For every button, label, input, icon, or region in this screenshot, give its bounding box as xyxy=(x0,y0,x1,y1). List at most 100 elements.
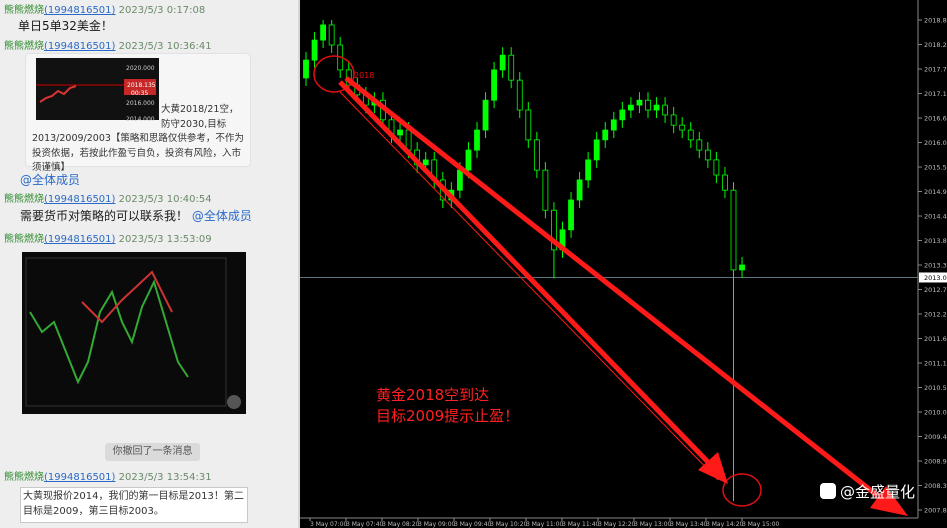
timestamp: 2023/5/3 13:53:09 xyxy=(118,234,212,245)
thumb-label: 2018.135 xyxy=(127,82,156,89)
candle-body xyxy=(328,24,335,46)
sender-name[interactable]: 熊熊燃烧 xyxy=(4,472,44,483)
chart-thumbnail[interactable]: 2020.000 2018.135 00:35 2016.000 2014.00… xyxy=(36,58,159,123)
annotation-label: 2018 xyxy=(354,71,374,80)
candle-body xyxy=(593,139,600,161)
sender-id[interactable]: (1994816501) xyxy=(44,472,116,483)
x-tick-label: 3 May 13:00 xyxy=(634,521,672,528)
sender-line: 熊熊燃烧(1994816501) 2023/5/3 13:53:09 xyxy=(4,230,212,245)
recall-notice: 你撤回了一条消息 xyxy=(105,443,200,461)
candle-body xyxy=(679,124,686,131)
timestamp: 2023/5/3 0:17:08 xyxy=(118,5,206,16)
y-tick-label: 2014.95 xyxy=(924,188,947,196)
candle-body xyxy=(645,99,651,111)
candle-body xyxy=(568,199,574,231)
sender-id[interactable]: (1994816501) xyxy=(44,194,116,205)
x-tick-label: 3 May 11:00 xyxy=(526,521,564,528)
chart-bg xyxy=(300,0,947,528)
candle-body xyxy=(687,129,694,141)
x-tick-label: 3 May 10:20 xyxy=(490,521,528,528)
price-tag xyxy=(124,79,156,95)
y-tick-label: 2010.55 xyxy=(924,384,947,392)
y-tick-label: 2011.65 xyxy=(924,335,947,343)
y-tick-label: 2008.35 xyxy=(924,482,947,490)
sender-id[interactable]: (1994816501) xyxy=(44,41,116,52)
price-chart: 2018 黄金2018空到达 目标2009提示止盈！ @金盛量化 2018.80… xyxy=(300,0,947,528)
candle-body xyxy=(482,99,489,131)
candle-body xyxy=(730,189,737,271)
y-tick-label: 2017.15 xyxy=(924,90,947,98)
x-tick-label: 3 May 07:40 xyxy=(346,521,384,528)
thumb-label: 2020.000 xyxy=(126,65,155,72)
y-tick-label: 2009.45 xyxy=(924,433,947,441)
current-price-tag xyxy=(919,272,947,283)
candle-body xyxy=(474,129,480,151)
message-body: 需要货币对策略的可以联系我！ xyxy=(20,209,189,223)
sender-line: 熊熊燃烧(1994816501) 2023/5/3 13:54:31 xyxy=(4,468,212,483)
sender-id[interactable]: (1994816501) xyxy=(44,5,116,16)
screenshot-frame xyxy=(25,257,227,407)
mention[interactable]: @全体成员 xyxy=(20,173,81,187)
timestamp: 2023/5/3 10:36:41 xyxy=(118,41,212,52)
y-tick-label: 2014.40 xyxy=(924,213,947,221)
candle-body xyxy=(303,59,309,79)
timestamp: 2023/5/3 13:54:31 xyxy=(118,472,212,483)
sender-line: 熊熊燃烧(1994816501) 2023/5/3 10:36:41 xyxy=(4,37,212,52)
candle-body xyxy=(636,99,643,106)
candle-body xyxy=(397,129,403,136)
zoom-button[interactable] xyxy=(227,395,241,409)
candle-body xyxy=(602,129,609,141)
candle-body xyxy=(739,264,745,271)
candle-body xyxy=(713,159,720,176)
annotation-text: 黄金2018空到达 xyxy=(376,386,489,404)
y-tick-label: 2010.00 xyxy=(924,408,947,416)
y-tick-label: 2013.30 xyxy=(924,262,947,270)
sender-name[interactable]: 熊熊燃烧 xyxy=(4,5,44,16)
candle-body xyxy=(722,174,728,191)
message-text: 需要货币对策略的可以联系我！ @全体成员 xyxy=(20,207,252,224)
message-text: 单日5单32美金！ xyxy=(18,19,113,33)
thumb-label: 2016.000 xyxy=(126,100,155,107)
candle-body xyxy=(499,54,506,71)
candle-body xyxy=(585,159,592,181)
candle-body xyxy=(311,39,318,61)
candle-body xyxy=(456,169,463,191)
x-tick-label: 3 May 15:00 xyxy=(742,521,780,528)
target-circle xyxy=(722,473,762,507)
arrow-head xyxy=(698,452,728,484)
candle-body xyxy=(542,169,549,211)
y-tick-label: 2018.25 xyxy=(924,41,947,49)
x-tick-label: 3 May 08:20 xyxy=(382,521,420,528)
x-tick-label: 3 May 12:20 xyxy=(598,521,636,528)
candle-body xyxy=(662,104,669,116)
candle-body xyxy=(320,24,327,41)
message-card[interactable]: 2020.000 2018.135 00:35 2016.000 2014.00… xyxy=(25,53,251,173)
candle-body xyxy=(551,209,557,251)
y-tick-label: 2017.70 xyxy=(924,66,947,74)
y-tick-label: 2016.05 xyxy=(924,139,947,147)
y-tick-label: 2012.75 xyxy=(924,286,947,294)
y-tick-label: 2008.90 xyxy=(924,457,947,465)
x-tick-label: 3 May 09:00 xyxy=(418,521,456,528)
y-tick-label: 2012.20 xyxy=(924,311,947,319)
sender-name[interactable]: 熊熊燃烧 xyxy=(4,194,44,205)
candle-body xyxy=(619,109,626,121)
candle-body xyxy=(627,104,634,111)
chart-screenshot[interactable] xyxy=(22,252,246,414)
message-input[interactable]: 大黄现报价2014，我们的第一目标是2013！第二目标是2009，第三目标200… xyxy=(20,487,248,523)
x-tick-label: 3 May 14:20 xyxy=(706,521,744,528)
price-trace xyxy=(39,85,77,103)
sender-name[interactable]: 熊熊燃烧 xyxy=(4,41,44,52)
y-tick-label: 2011.10 xyxy=(924,360,947,368)
y-tick-label: 2016.60 xyxy=(924,115,947,123)
screenshot-trace xyxy=(81,270,173,324)
arrow-shaft xyxy=(338,80,710,464)
mention[interactable]: @全体成员 xyxy=(191,209,252,223)
arrow-head xyxy=(870,486,908,516)
y-tick-label: 2013.85 xyxy=(924,237,947,245)
sender-name[interactable]: 熊熊燃烧 xyxy=(4,234,44,245)
sender-id[interactable]: (1994816501) xyxy=(44,234,116,245)
guide-line xyxy=(339,91,719,481)
timestamp: 2023/5/3 10:40:54 xyxy=(118,194,212,205)
